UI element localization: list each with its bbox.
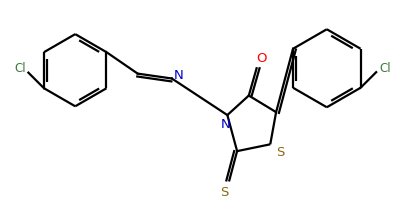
Text: Cl: Cl — [379, 62, 391, 75]
Text: S: S — [276, 146, 284, 159]
Text: S: S — [220, 186, 229, 199]
Text: N: N — [174, 69, 183, 82]
Text: O: O — [256, 52, 267, 65]
Text: N: N — [221, 118, 230, 131]
Text: Cl: Cl — [15, 62, 26, 75]
